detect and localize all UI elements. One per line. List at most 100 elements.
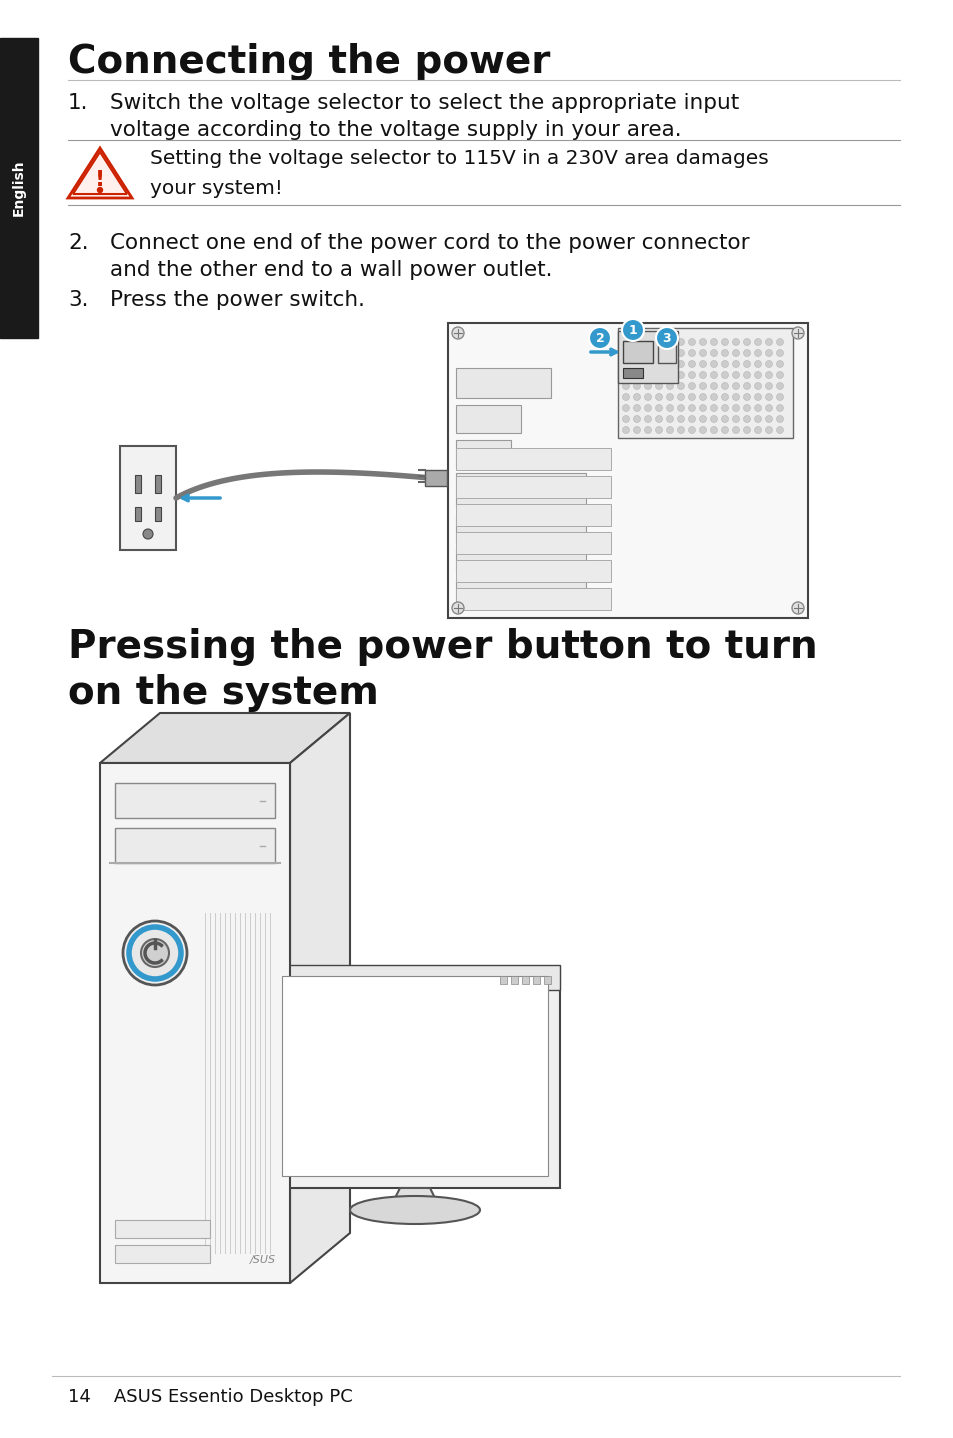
Bar xyxy=(120,446,175,549)
Circle shape xyxy=(644,394,651,401)
Circle shape xyxy=(666,349,673,357)
Circle shape xyxy=(742,404,750,411)
Circle shape xyxy=(720,349,728,357)
Circle shape xyxy=(644,361,651,368)
Circle shape xyxy=(699,427,706,433)
Circle shape xyxy=(622,427,629,433)
Circle shape xyxy=(764,427,772,433)
Bar xyxy=(0,37,38,338)
Circle shape xyxy=(655,427,661,433)
Text: 2: 2 xyxy=(595,332,604,345)
Circle shape xyxy=(452,326,463,339)
Circle shape xyxy=(776,371,782,378)
Text: Setting the voltage selector to 115V in a 230V area damages
your system!: Setting the voltage selector to 115V in … xyxy=(150,150,768,197)
Text: 2.: 2. xyxy=(68,233,89,253)
Text: English: English xyxy=(12,160,26,216)
Circle shape xyxy=(143,529,152,539)
Circle shape xyxy=(677,361,684,368)
Circle shape xyxy=(633,427,639,433)
Circle shape xyxy=(666,371,673,378)
Bar xyxy=(270,968,559,1188)
Bar xyxy=(282,976,547,1176)
Polygon shape xyxy=(100,713,350,764)
Circle shape xyxy=(688,394,695,401)
Circle shape xyxy=(764,338,772,345)
Circle shape xyxy=(699,349,706,357)
Circle shape xyxy=(710,404,717,411)
Circle shape xyxy=(732,371,739,378)
Bar xyxy=(456,548,585,572)
Circle shape xyxy=(720,338,728,345)
Circle shape xyxy=(655,383,661,390)
Circle shape xyxy=(633,383,639,390)
Circle shape xyxy=(622,371,629,378)
Circle shape xyxy=(754,427,760,433)
Bar xyxy=(154,475,161,493)
Circle shape xyxy=(764,394,772,401)
Bar xyxy=(456,449,610,470)
Text: Connecting the power: Connecting the power xyxy=(68,43,550,81)
Circle shape xyxy=(732,349,739,357)
Circle shape xyxy=(688,416,695,423)
Circle shape xyxy=(699,404,706,411)
Bar xyxy=(456,559,610,582)
Bar xyxy=(154,508,161,521)
Circle shape xyxy=(764,416,772,423)
Circle shape xyxy=(644,404,651,411)
Bar xyxy=(456,473,585,508)
Circle shape xyxy=(754,371,760,378)
Circle shape xyxy=(688,349,695,357)
Circle shape xyxy=(633,404,639,411)
Bar xyxy=(456,578,585,600)
Circle shape xyxy=(742,416,750,423)
Circle shape xyxy=(622,338,629,345)
Circle shape xyxy=(710,361,717,368)
Circle shape xyxy=(141,939,169,966)
Circle shape xyxy=(622,404,629,411)
Bar xyxy=(622,368,642,378)
Text: !: ! xyxy=(95,170,105,190)
Circle shape xyxy=(677,383,684,390)
Bar xyxy=(424,470,447,486)
Circle shape xyxy=(633,416,639,423)
Circle shape xyxy=(720,371,728,378)
Circle shape xyxy=(644,383,651,390)
Circle shape xyxy=(754,416,760,423)
Circle shape xyxy=(644,427,651,433)
Bar xyxy=(115,1245,210,1263)
Circle shape xyxy=(710,338,717,345)
Circle shape xyxy=(764,349,772,357)
Circle shape xyxy=(97,187,102,193)
Circle shape xyxy=(776,349,782,357)
Circle shape xyxy=(677,416,684,423)
Circle shape xyxy=(633,394,639,401)
Bar xyxy=(456,503,610,526)
Bar xyxy=(115,784,274,818)
Circle shape xyxy=(677,404,684,411)
Circle shape xyxy=(732,404,739,411)
Circle shape xyxy=(710,371,717,378)
Circle shape xyxy=(764,383,772,390)
Circle shape xyxy=(742,427,750,433)
Circle shape xyxy=(677,371,684,378)
Circle shape xyxy=(644,349,651,357)
Circle shape xyxy=(710,427,717,433)
Circle shape xyxy=(776,361,782,368)
Bar xyxy=(456,515,585,544)
Circle shape xyxy=(688,383,695,390)
Circle shape xyxy=(655,416,661,423)
Circle shape xyxy=(764,404,772,411)
Bar xyxy=(100,764,290,1283)
Circle shape xyxy=(754,394,760,401)
Bar xyxy=(543,976,551,984)
Circle shape xyxy=(764,361,772,368)
Circle shape xyxy=(123,920,187,985)
Circle shape xyxy=(588,326,610,349)
Circle shape xyxy=(655,404,661,411)
Circle shape xyxy=(622,349,629,357)
Circle shape xyxy=(699,371,706,378)
Circle shape xyxy=(688,361,695,368)
Circle shape xyxy=(776,416,782,423)
Circle shape xyxy=(732,338,739,345)
Circle shape xyxy=(644,416,651,423)
